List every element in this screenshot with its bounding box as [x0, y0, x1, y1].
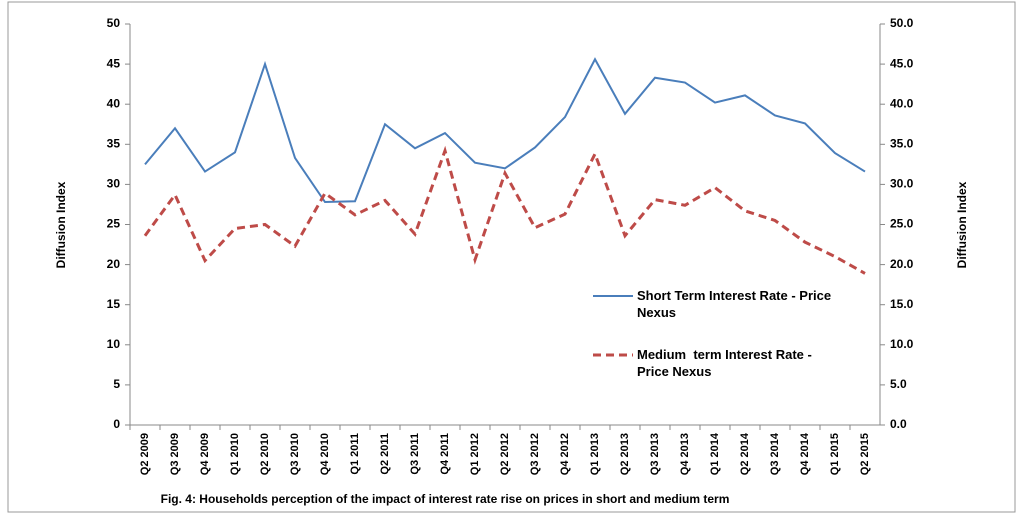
y2-tick-label: 15.0 [890, 297, 914, 311]
y-tick-label: 40 [107, 96, 121, 110]
x-tick-label: Q3 2014 [769, 432, 781, 475]
y2-tick-label: 10.0 [890, 337, 914, 351]
y-tick-label: 20 [107, 257, 121, 271]
x-tick-label: Q2 2009 [139, 433, 151, 475]
x-tick-label: Q1 2011 [349, 433, 361, 475]
x-tick-label: Q2 2012 [499, 433, 511, 475]
y-tick-label: 50 [107, 16, 121, 30]
y2-tick-label: 0.0 [890, 417, 907, 431]
y-tick-label: 10 [107, 337, 121, 351]
x-tick-label: Q3 2010 [289, 433, 301, 475]
x-tick-label: Q4 2013 [679, 433, 691, 475]
x-tick-label: Q4 2014 [799, 432, 811, 475]
y2-tick-label: 5.0 [890, 377, 907, 391]
x-tick-label: Q2 2015 [859, 433, 871, 475]
x-tick-label: Q1 2010 [229, 433, 241, 475]
y-tick-label: 30 [107, 177, 121, 191]
y2-tick-label: 40.0 [890, 96, 914, 110]
x-tick-label: Q4 2011 [439, 433, 451, 475]
x-tick-label: Q3 2012 [529, 433, 541, 475]
y2-tick-label: 30.0 [890, 177, 914, 191]
y2-tick-label: 20.0 [890, 257, 914, 271]
x-tick-label: Q2 2011 [379, 433, 391, 475]
x-tick-label: Q4 2010 [319, 433, 331, 475]
y2-axis-label: Diffusion Index [955, 181, 969, 268]
x-tick-label: Q1 2013 [589, 433, 601, 475]
x-tick-label: Q2 2013 [619, 433, 631, 475]
y-axis-label: Diffusion Index [54, 181, 68, 268]
y-tick-label: 0 [113, 417, 120, 431]
x-tick-label: Q3 2011 [409, 433, 421, 475]
y-tick-label: 45 [107, 56, 121, 70]
x-tick-label: Q1 2015 [829, 433, 841, 475]
y-tick-label: 5 [113, 377, 120, 391]
y2-tick-label: 45.0 [890, 56, 914, 70]
x-tick-label: Q4 2009 [199, 433, 211, 475]
caption: Fig. 4: Households perception of the imp… [161, 492, 730, 506]
x-tick-label: Q2 2014 [739, 432, 751, 475]
legend-label: Short Term Interest Rate - Price Nexus [637, 288, 835, 320]
x-tick-label: Q4 2012 [559, 433, 571, 475]
x-tick-label: Q2 2010 [259, 433, 271, 475]
y2-tick-label: 25.0 [890, 217, 914, 231]
x-tick-label: Q3 2009 [169, 433, 181, 475]
y-tick-label: 35 [107, 136, 121, 150]
y2-tick-label: 35.0 [890, 136, 914, 150]
y-tick-label: 25 [107, 217, 121, 231]
y-tick-label: 15 [107, 297, 121, 311]
y2-tick-label: 50.0 [890, 16, 914, 30]
legend-label: Medium term Interest Rate - Price Nexus [637, 347, 816, 379]
frame [7, 1, 1016, 513]
series-line [143, 145, 866, 275]
x-tick-label: Q1 2012 [469, 433, 481, 475]
x-tick-label: Q3 2013 [649, 433, 661, 475]
x-tick-label: Q1 2014 [709, 432, 721, 475]
series-line [144, 57, 866, 204]
